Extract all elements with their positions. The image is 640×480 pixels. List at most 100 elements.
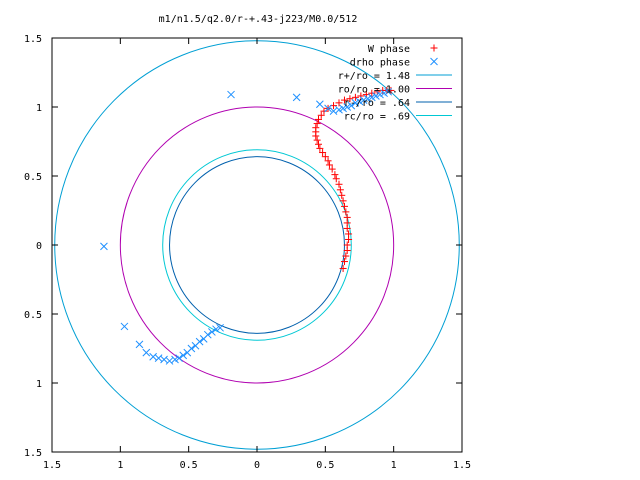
data-point — [316, 100, 324, 109]
legend-entry: ro/ro = 1.00 — [338, 85, 452, 96]
data-point — [335, 99, 343, 107]
data-point — [368, 89, 376, 97]
chart-title: m1/n1.5/q2.0/r-+.43-j223/M0.0/512 — [159, 14, 358, 25]
data-point — [325, 161, 333, 169]
data-point — [179, 351, 188, 360]
legend-entry: W phase — [368, 44, 438, 55]
y-tick-label: 0.5 — [24, 172, 42, 183]
legend-label: drho phase — [350, 58, 410, 69]
data-point — [203, 330, 212, 339]
data-point — [227, 90, 235, 99]
data-point — [387, 86, 395, 94]
data-point — [120, 322, 129, 331]
data-point — [343, 241, 351, 249]
data-point — [320, 107, 328, 115]
data-point — [335, 180, 343, 188]
x-tick-label: 1 — [391, 460, 397, 471]
legend-entry: drho phase — [350, 58, 438, 69]
legend-label: W phase — [368, 44, 410, 55]
data-point — [312, 124, 320, 132]
data-point — [212, 325, 220, 334]
data-point — [100, 242, 108, 251]
axis-ticks: 1.5 1 0.5 0 0.5 1 1.51.510.500.511.5 — [24, 34, 471, 471]
legend-label: ro/ro = 1.00 — [338, 85, 410, 96]
y-tick-label: 1 — [36, 103, 42, 114]
x-tick-label: 0.5 — [316, 460, 334, 471]
data-point — [343, 213, 351, 221]
legend-marker — [430, 57, 438, 66]
data-point — [351, 93, 359, 101]
data-point — [171, 355, 179, 364]
data-point — [195, 337, 204, 346]
data-point — [292, 93, 301, 102]
data-point — [346, 95, 354, 103]
data-point — [317, 111, 325, 119]
x-tick-label: 1.5 — [453, 460, 471, 471]
x-tick-label: 1.5 — [43, 460, 61, 471]
data-point — [347, 101, 356, 110]
data-point — [342, 208, 350, 216]
data-point — [321, 153, 329, 161]
data-point — [142, 348, 151, 357]
data-point — [372, 92, 380, 100]
data-point — [339, 264, 347, 272]
y-tick-label: 1.5 — [24, 34, 42, 45]
data-point — [335, 105, 343, 114]
data-point — [345, 230, 353, 238]
data-point — [367, 93, 376, 102]
data-point — [336, 186, 344, 194]
data-point — [135, 340, 144, 349]
data-point — [338, 191, 346, 199]
data-point — [331, 171, 339, 179]
data-point — [313, 120, 321, 128]
data-point — [324, 157, 332, 165]
data-point — [328, 165, 336, 173]
data-point — [339, 104, 347, 113]
x-tick-label: 0 — [254, 460, 260, 471]
data-point — [380, 89, 388, 98]
data-point — [315, 140, 322, 148]
data-point — [187, 344, 196, 353]
legend-entry: rc/ro = .69 — [344, 112, 452, 123]
data-point — [165, 357, 174, 365]
data-point — [376, 90, 384, 99]
y-tick-label: 0.5 — [24, 310, 42, 321]
data-point — [154, 354, 163, 363]
data-point — [355, 97, 364, 106]
data-point — [359, 96, 368, 104]
legend-label: r+/ro = 1.48 — [338, 71, 410, 82]
circle-2 — [119, 106, 395, 384]
legend: W phase drho phase r+/ro = 1.48 ro/ro = 1.0… — [338, 44, 452, 123]
y-tick-label: 0 — [36, 241, 42, 252]
legend-entry: r-/ro = .64 — [344, 98, 452, 109]
data-point — [175, 354, 183, 363]
x-tick-label: 0.5 — [180, 460, 198, 471]
data-point — [319, 149, 327, 157]
legend-marker — [430, 44, 438, 52]
y-tick-label: 1 — [36, 379, 42, 390]
data-point — [363, 94, 372, 103]
legend-label: r-/ro = .64 — [344, 98, 410, 109]
data-series — [100, 86, 395, 365]
data-point — [342, 252, 350, 260]
data-point — [149, 352, 157, 361]
data-point — [160, 355, 168, 364]
data-point — [340, 202, 348, 210]
data-point — [315, 115, 322, 123]
data-point — [208, 328, 216, 336]
x-tick-label: 1 — [117, 460, 123, 471]
data-point — [340, 258, 348, 266]
circle-3 — [169, 156, 345, 334]
data-point — [351, 99, 360, 107]
data-point — [339, 197, 347, 205]
data-point — [332, 175, 340, 183]
data-point — [216, 323, 224, 332]
legend-label: rc/ro = .69 — [344, 112, 410, 123]
data-point — [324, 104, 332, 113]
data-point — [340, 96, 348, 104]
data-point — [343, 103, 352, 111]
data-point — [313, 136, 321, 144]
legend-entry: r+/ro = 1.48 — [338, 71, 452, 82]
y-tick-label: 1.5 — [24, 448, 42, 459]
